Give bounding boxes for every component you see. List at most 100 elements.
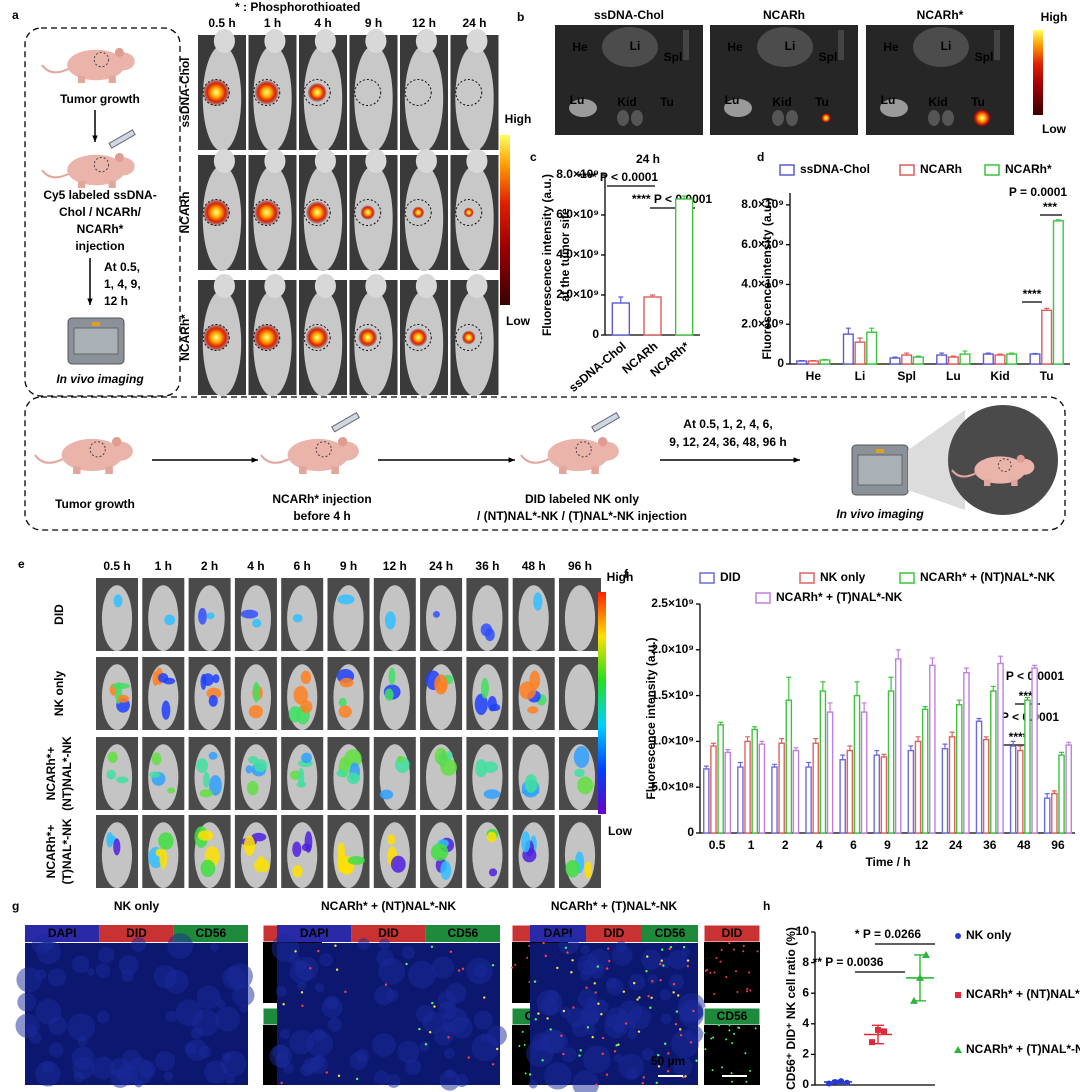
error-bar	[872, 1024, 884, 1045]
y-tick-label: 4.0×10⁹	[556, 247, 599, 261]
bar	[826, 711, 834, 834]
cell-dot	[706, 968, 709, 971]
signal	[200, 859, 216, 878]
mouse-leg	[108, 75, 116, 83]
cell-dot	[647, 994, 650, 998]
annotation: ***	[1043, 200, 1057, 214]
mouse-head-photo	[314, 149, 336, 173]
error-bar	[1032, 664, 1038, 669]
signal	[252, 681, 261, 703]
y-tick-label: 2.0×10⁹	[741, 316, 784, 330]
mouse-body	[974, 456, 1026, 484]
mouse-head	[594, 441, 619, 461]
cell-texture	[641, 1048, 654, 1061]
y-tick-label: 1.5×10⁹	[651, 688, 694, 702]
row-label: (T)NAL*-NK	[60, 818, 74, 884]
cell-dot	[679, 1028, 682, 1031]
colorbar-label: High	[1041, 10, 1068, 24]
y-tick-label: 2	[802, 1047, 809, 1061]
signal	[434, 674, 448, 695]
error-bar	[939, 352, 945, 356]
tumor-outline	[455, 79, 483, 106]
signal	[158, 832, 174, 850]
scheme-text: Tumor growth	[60, 92, 140, 106]
y-axis-title: Fluorescence intensity (a.u.)	[644, 637, 658, 799]
error-bar	[1066, 741, 1072, 746]
bar	[710, 745, 717, 834]
channel-header	[586, 925, 642, 942]
mouse-head-photo	[314, 274, 336, 298]
signal	[197, 830, 214, 841]
signal	[164, 614, 176, 626]
organ	[994, 30, 1000, 60]
bar	[805, 766, 812, 834]
signal	[246, 780, 259, 796]
x-tick-label: 12	[915, 838, 929, 852]
scheme-text: DID labeled NK only	[525, 492, 639, 506]
cell-dot	[570, 971, 573, 974]
cell-dot	[418, 1027, 421, 1031]
signal	[973, 109, 991, 127]
cell-dot	[649, 1006, 652, 1009]
row-label: NCARh	[178, 192, 192, 234]
error-bar	[997, 353, 1003, 356]
signal	[480, 677, 489, 699]
signal	[390, 855, 406, 873]
signal	[253, 759, 268, 772]
cell-dot	[638, 996, 641, 999]
y-tick-label: 0	[777, 356, 784, 370]
legend-label: NK only	[966, 928, 1012, 942]
row-label: NCARh*	[178, 314, 192, 361]
cell-dot	[725, 1038, 728, 1041]
cell-texture	[204, 1060, 228, 1084]
cell-dot	[734, 970, 737, 973]
signal	[474, 693, 488, 716]
time-label: 12 h	[383, 559, 407, 573]
x-tick-label: 0.5	[709, 838, 726, 852]
channel-header	[277, 925, 352, 942]
y-tick-label: 8.0×10⁹	[556, 167, 599, 181]
scale-bar-label: 50 µm	[715, 1054, 749, 1068]
bar	[860, 711, 868, 834]
cell-dot	[405, 962, 408, 966]
signal	[384, 688, 394, 701]
mouse-head-photo	[264, 29, 286, 53]
cell-dot	[549, 1028, 552, 1031]
signal	[577, 776, 594, 795]
cell-texture	[397, 1040, 420, 1063]
signal	[212, 674, 220, 684]
cell-texture	[474, 963, 489, 978]
mouse-tail	[41, 169, 70, 179]
cell-dot	[294, 950, 297, 953]
error-bar	[949, 731, 955, 737]
cell-dot	[546, 1017, 549, 1020]
cell-texture	[558, 933, 580, 955]
tumor-outline	[253, 324, 281, 351]
cell-dot	[684, 1075, 687, 1078]
channel-label: CD56	[195, 926, 226, 940]
bar	[959, 353, 971, 365]
mouse-leg	[559, 466, 567, 474]
cell-texture	[559, 1007, 571, 1018]
signal	[243, 835, 256, 856]
cell-dot	[662, 964, 665, 967]
error-bar	[985, 352, 991, 355]
signal	[388, 667, 396, 686]
legend-swatch	[699, 572, 715, 584]
cell-texture	[324, 995, 339, 1010]
cell-dot	[651, 980, 654, 983]
cell-dot	[566, 951, 569, 954]
row-label: (NT)NAL*-NK	[60, 736, 74, 811]
image-title: ssDNA-Chol	[594, 8, 664, 22]
error-bar	[914, 954, 926, 1002]
time-label: 48 h	[522, 559, 546, 573]
cell-dot	[600, 1013, 603, 1016]
signal	[113, 594, 123, 608]
colorbar-label: Low	[608, 824, 633, 838]
cell-texture	[647, 974, 658, 985]
signal	[203, 324, 230, 351]
signal	[196, 758, 209, 773]
channel-label: CD56	[655, 926, 686, 940]
mouse-leg	[108, 180, 116, 188]
error-bar	[915, 355, 921, 358]
